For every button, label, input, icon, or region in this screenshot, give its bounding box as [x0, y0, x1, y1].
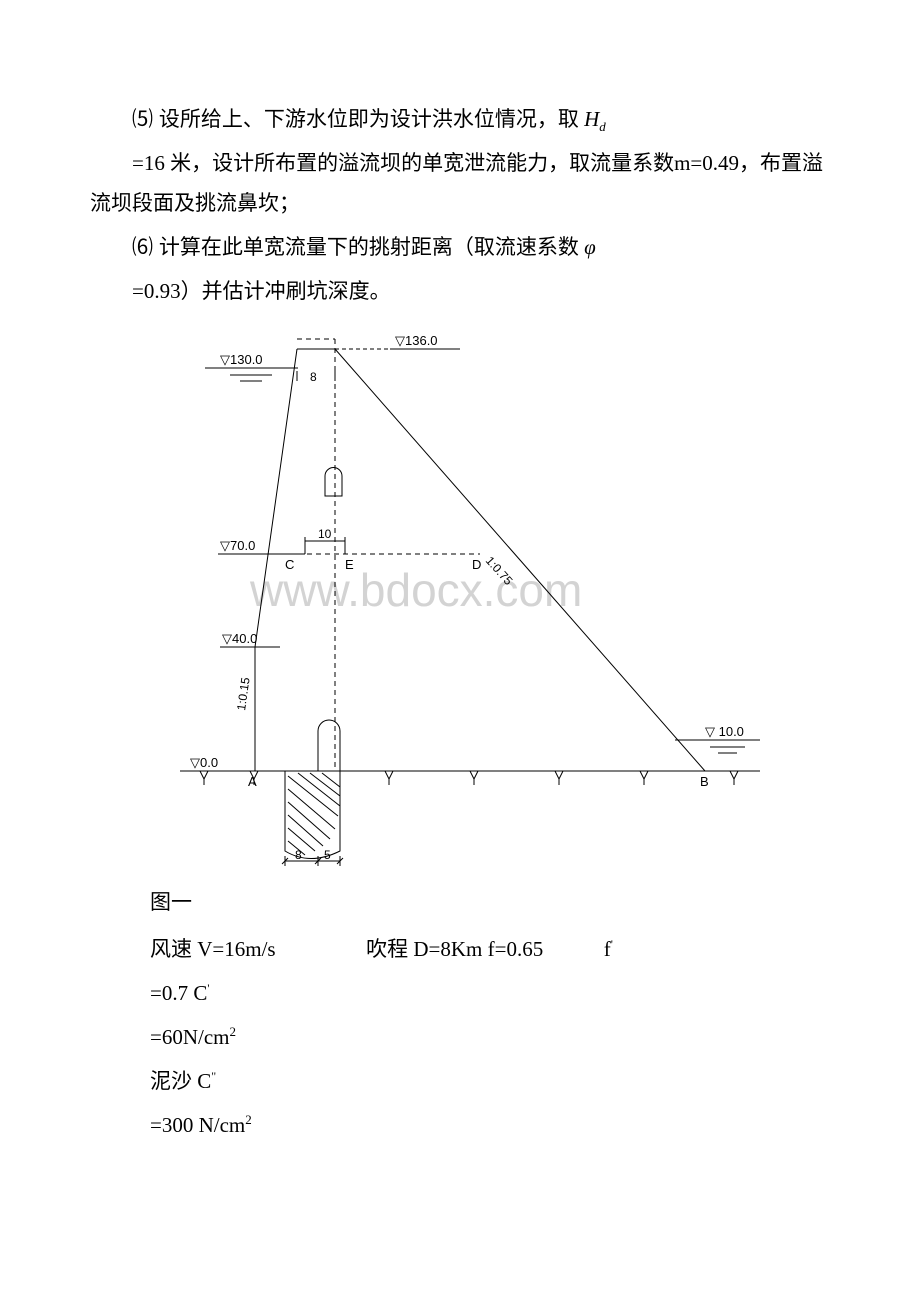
- cm2-sup-1: 2: [230, 1024, 237, 1039]
- label-E: E: [345, 557, 354, 572]
- f-prime-value: =0.7 C: [150, 981, 207, 1005]
- dim-top-8: 8: [310, 370, 317, 384]
- param-line-5: =300 N/cm2: [150, 1104, 830, 1146]
- label-elev-0: ▽0.0: [190, 755, 218, 770]
- param-line-3: =60N/cm2: [150, 1016, 830, 1058]
- ground-hatches: [200, 771, 738, 785]
- c-double-prime-value: =300 N/cm: [150, 1113, 245, 1137]
- watermark-text: www.bdocx.com: [249, 564, 582, 616]
- c-prime-value: =60N/cm: [150, 1025, 230, 1049]
- paragraph-5-line2: =16 米，设计所布置的溢流坝的单宽泄流能力，取流量系数m=0.49，布置溢流坝…: [90, 144, 830, 224]
- c-double-prime-mark: ": [211, 1069, 216, 1083]
- slope-left: 1:0.15: [234, 677, 253, 712]
- label-D: D: [472, 557, 481, 572]
- label-elev-136: ▽136.0: [395, 333, 438, 348]
- paragraph-6-line1: ⑹ 计算在此单宽流量下的挑射距离（取流速系数 φ: [90, 228, 830, 268]
- label-elev-10: ▽ 10.0: [705, 724, 744, 739]
- param-line-1: 风速 V=16m/s 吹程 D=8Km f=0.65 f': [150, 928, 830, 970]
- hd-subscript: d: [599, 119, 606, 134]
- cutoff-hatch: [288, 773, 340, 855]
- dim-base-5: 5: [324, 848, 331, 862]
- label-C: C: [285, 557, 294, 572]
- sediment-c: 泥沙 C: [150, 1069, 211, 1093]
- downstream-face: [335, 349, 705, 771]
- dam-diagram: www.bdocx.com: [150, 331, 830, 876]
- parameters-block: 风速 V=16m/s 吹程 D=8Km f=0.65 f' =0.7 C' =6…: [150, 928, 830, 1146]
- paragraph-6-line2: =0.93）并估计冲刷坑深度。: [90, 272, 830, 312]
- wind-speed: 风速 V=16m/s: [150, 937, 276, 961]
- item-6-number: ⑹ 计算在此单宽流量下的挑射距离（取流速系数: [132, 236, 579, 259]
- c-prime-mark: ': [207, 981, 209, 995]
- f-prime-mark: ': [611, 937, 613, 951]
- phi-symbol: φ: [584, 235, 596, 259]
- label-A: A: [248, 774, 257, 789]
- figure-caption: 图一: [150, 886, 830, 916]
- label-elev-70: ▽70.0: [220, 538, 255, 553]
- upper-gallery: [325, 468, 342, 497]
- paragraph-5-line1: ⑸ 设所给上、下游水位即为设计洪水位情况，取 Hd: [90, 100, 830, 140]
- param-line-2: =0.7 C': [150, 972, 830, 1014]
- dim-base-8: 8: [295, 848, 302, 862]
- f-prime: f: [604, 937, 611, 961]
- label-elev-130: ▽130.0: [220, 352, 263, 367]
- cm2-sup-2: 2: [245, 1112, 252, 1127]
- dim-ce-10: 10: [318, 527, 332, 541]
- dam-svg: www.bdocx.com: [150, 331, 790, 871]
- lower-gallery: [318, 720, 340, 771]
- label-elev-40: ▽40.0: [222, 631, 257, 646]
- item-5-number: ⑸ 设所给上、下游水位即为设计洪水位情况，取: [132, 108, 579, 131]
- hd-symbol: H: [584, 107, 599, 131]
- fetch-distance: 吹程 D=8Km f=0.65: [366, 937, 543, 961]
- param-line-4: 泥沙 C": [150, 1060, 830, 1102]
- label-B: B: [700, 774, 709, 789]
